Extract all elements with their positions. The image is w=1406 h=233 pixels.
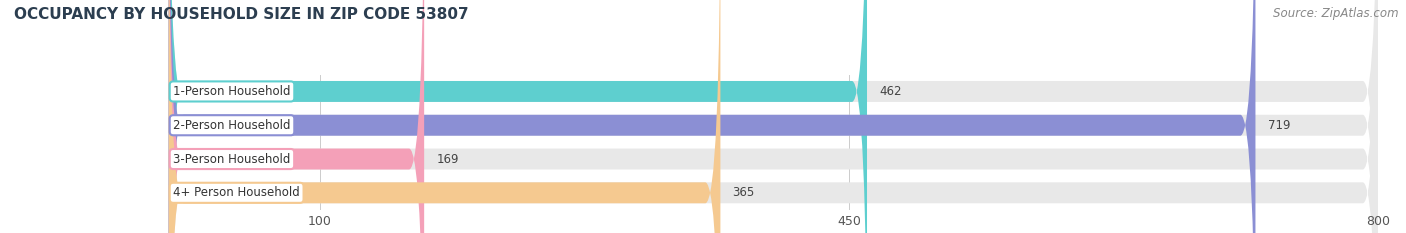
FancyBboxPatch shape <box>169 0 1378 233</box>
Text: Source: ZipAtlas.com: Source: ZipAtlas.com <box>1274 7 1399 20</box>
Text: 2-Person Household: 2-Person Household <box>173 119 291 132</box>
Text: 1-Person Household: 1-Person Household <box>173 85 291 98</box>
Text: 4+ Person Household: 4+ Person Household <box>173 186 299 199</box>
Text: 462: 462 <box>879 85 901 98</box>
Text: 719: 719 <box>1268 119 1291 132</box>
Text: 169: 169 <box>436 153 458 165</box>
FancyBboxPatch shape <box>169 0 1378 233</box>
FancyBboxPatch shape <box>169 0 425 233</box>
Text: 3-Person Household: 3-Person Household <box>173 153 291 165</box>
Text: OCCUPANCY BY HOUSEHOLD SIZE IN ZIP CODE 53807: OCCUPANCY BY HOUSEHOLD SIZE IN ZIP CODE … <box>14 7 468 22</box>
Text: 365: 365 <box>733 186 755 199</box>
FancyBboxPatch shape <box>169 0 1378 233</box>
FancyBboxPatch shape <box>169 0 1378 233</box>
FancyBboxPatch shape <box>169 0 868 233</box>
FancyBboxPatch shape <box>169 0 720 233</box>
FancyBboxPatch shape <box>169 0 1256 233</box>
